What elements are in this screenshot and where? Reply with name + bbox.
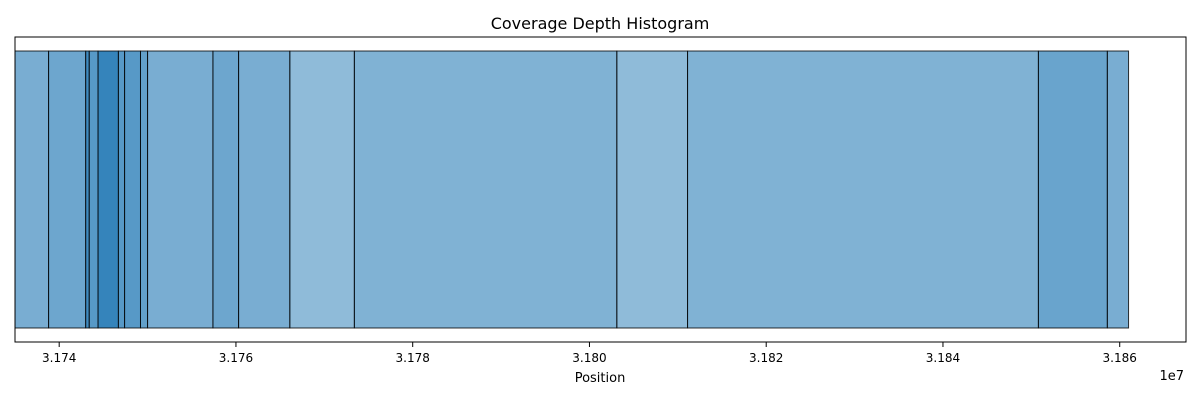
coverage-bar-10 — [238, 50, 291, 329]
coverage-bar-4 — [97, 50, 119, 329]
coverage-bar-11 — [289, 50, 355, 329]
coverage-bar-15 — [1037, 50, 1108, 329]
bars-group — [14, 50, 1130, 329]
chart-title: Coverage Depth Histogram — [491, 14, 710, 33]
x-tick-label: 3.180 — [572, 351, 606, 365]
coverage-bar-7 — [139, 50, 149, 329]
coverage-bar-13 — [616, 50, 689, 329]
x-tick-label: 3.182 — [749, 351, 783, 365]
x-axis-offset-label: 1e7 — [1159, 369, 1184, 384]
coverage-bar-6 — [124, 50, 141, 329]
coverage-bar-14 — [687, 50, 1039, 329]
x-tick-label: 3.174 — [42, 351, 76, 365]
coverage-bar-3 — [88, 50, 99, 329]
coverage-bar-2 — [85, 50, 90, 329]
coverage-bar-1 — [48, 50, 87, 329]
x-tick-label: 3.184 — [926, 351, 960, 365]
coverage-bar-5 — [117, 50, 126, 329]
plot-frame — [14, 36, 1187, 343]
x-tick-label: 3.186 — [1103, 351, 1137, 365]
coverage-bar-9 — [212, 50, 240, 329]
x-tick-label: 3.176 — [219, 351, 253, 365]
coverage-bar-12 — [353, 50, 618, 329]
coverage-bar-16 — [1106, 50, 1130, 329]
x-axis-ticks: 3.174 3.176 3.178 3.180 3.182 3.184 3.186 — [42, 342, 1137, 365]
coverage-bar-0 — [14, 50, 50, 329]
x-axis-label: Position — [575, 371, 626, 386]
coverage-bar-8 — [147, 50, 214, 329]
x-tick-label: 3.178 — [396, 351, 430, 365]
